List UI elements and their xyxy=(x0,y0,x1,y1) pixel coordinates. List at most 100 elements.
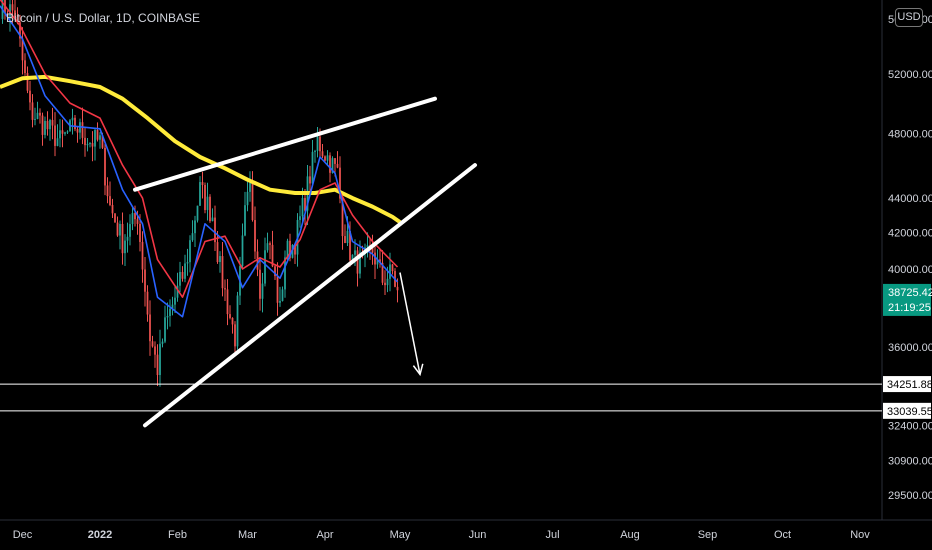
candle-body[interactable] xyxy=(274,266,276,277)
upper-trendline[interactable] xyxy=(133,96,437,192)
candle-body[interactable] xyxy=(101,135,104,148)
candle-body[interactable] xyxy=(371,246,374,253)
candle-body[interactable] xyxy=(116,222,119,236)
candle-body[interactable] xyxy=(244,205,246,236)
candle-body[interactable] xyxy=(139,223,141,242)
candle-body[interactable] xyxy=(16,16,19,23)
candle-body[interactable] xyxy=(334,158,336,164)
candle-body[interactable] xyxy=(111,204,114,214)
candle-body[interactable] xyxy=(91,143,94,147)
candle-body[interactable] xyxy=(54,125,56,146)
candle-body[interactable] xyxy=(261,283,264,299)
candle-body[interactable] xyxy=(174,297,176,305)
candle-body[interactable] xyxy=(384,282,386,286)
candle-body[interactable] xyxy=(331,158,334,173)
candle-body[interactable] xyxy=(341,198,344,237)
candle-body[interactable] xyxy=(191,233,194,241)
candle-body[interactable] xyxy=(224,288,226,290)
candle-body[interactable] xyxy=(319,136,321,152)
candle-body[interactable] xyxy=(114,213,116,223)
candle-body[interactable] xyxy=(196,205,199,221)
candle-body[interactable] xyxy=(21,38,24,61)
candle-body[interactable] xyxy=(376,259,379,265)
candle-body[interactable] xyxy=(229,314,231,318)
candle-body[interactable] xyxy=(294,244,296,255)
candle-body[interactable] xyxy=(256,251,259,270)
candle-body[interactable] xyxy=(84,137,86,146)
candle-body[interactable] xyxy=(131,212,134,225)
candle-body[interactable] xyxy=(59,130,61,139)
candle-body[interactable] xyxy=(279,301,281,303)
candle-body[interactable] xyxy=(356,250,359,274)
candle-body[interactable] xyxy=(206,196,209,211)
candle-body[interactable] xyxy=(321,151,324,157)
candle-body[interactable] xyxy=(41,115,44,135)
candle-body[interactable] xyxy=(221,256,224,289)
candle-body[interactable] xyxy=(76,129,79,133)
candle-body[interactable] xyxy=(106,185,109,197)
candle-body[interactable] xyxy=(81,122,84,138)
candle-body[interactable] xyxy=(36,112,39,119)
candle-body[interactable] xyxy=(211,217,214,222)
candle-body[interactable] xyxy=(66,131,69,133)
candle-body[interactable] xyxy=(11,4,14,11)
candle-body[interactable] xyxy=(166,316,169,318)
candle-body[interactable] xyxy=(194,220,196,234)
candle-body[interactable] xyxy=(49,120,51,130)
currency-selector[interactable]: USD xyxy=(895,8,923,27)
candle-body[interactable] xyxy=(141,241,144,270)
candle-body[interactable] xyxy=(249,182,251,192)
candle-body[interactable] xyxy=(149,314,151,342)
candle-body[interactable] xyxy=(354,250,356,255)
candle-body[interactable] xyxy=(314,150,316,152)
candle-body[interactable] xyxy=(309,176,311,184)
candle-body[interactable] xyxy=(104,147,106,186)
candle-body[interactable] xyxy=(169,308,171,317)
candle-body[interactable] xyxy=(121,223,124,254)
candle-body[interactable] xyxy=(236,295,239,347)
candle-body[interactable] xyxy=(129,224,131,237)
candle-body[interactable] xyxy=(336,163,339,168)
candle-body[interactable] xyxy=(251,182,254,221)
candle-body[interactable] xyxy=(126,236,129,241)
candle-body[interactable] xyxy=(14,10,16,17)
candle-body[interactable] xyxy=(26,73,29,91)
candle-body[interactable] xyxy=(301,198,304,217)
down-arrow[interactable] xyxy=(399,272,421,375)
candle-body[interactable] xyxy=(216,242,219,263)
candle-body[interactable] xyxy=(351,254,354,261)
candle-body[interactable] xyxy=(281,289,284,302)
candle-body[interactable] xyxy=(74,117,76,130)
candle-body[interactable] xyxy=(29,90,31,103)
candle-body[interactable] xyxy=(186,262,189,264)
candle-body[interactable] xyxy=(389,264,391,279)
candle-body[interactable] xyxy=(94,129,96,147)
candle-body[interactable] xyxy=(31,102,34,120)
candle-body[interactable] xyxy=(184,263,186,279)
price-axis[interactable] xyxy=(882,0,932,550)
candle-body[interactable] xyxy=(316,136,319,151)
candle-body[interactable] xyxy=(96,129,99,140)
candle-body[interactable] xyxy=(164,317,166,342)
candle-body[interactable] xyxy=(396,286,399,291)
candle-body[interactable] xyxy=(204,185,206,211)
candle-body[interactable] xyxy=(339,167,341,199)
candle-body[interactable] xyxy=(386,278,389,286)
candle-body[interactable] xyxy=(154,346,156,355)
candle-body[interactable] xyxy=(234,324,236,347)
candle-body[interactable] xyxy=(199,182,201,206)
candle-body[interactable] xyxy=(89,143,91,145)
candle-body[interactable] xyxy=(171,304,174,309)
candle-body[interactable] xyxy=(64,132,66,134)
candle-body[interactable] xyxy=(124,240,126,254)
candle-body[interactable] xyxy=(246,191,249,206)
candle-body[interactable] xyxy=(266,243,269,251)
candle-body[interactable] xyxy=(324,156,326,161)
candle-body[interactable] xyxy=(61,130,64,134)
candle-body[interactable] xyxy=(391,264,394,272)
candle-body[interactable] xyxy=(71,117,74,121)
lower-trendline[interactable] xyxy=(143,163,477,428)
candle-body[interactable] xyxy=(269,243,271,245)
candle-body[interactable] xyxy=(366,245,369,248)
candle-body[interactable] xyxy=(259,269,261,299)
